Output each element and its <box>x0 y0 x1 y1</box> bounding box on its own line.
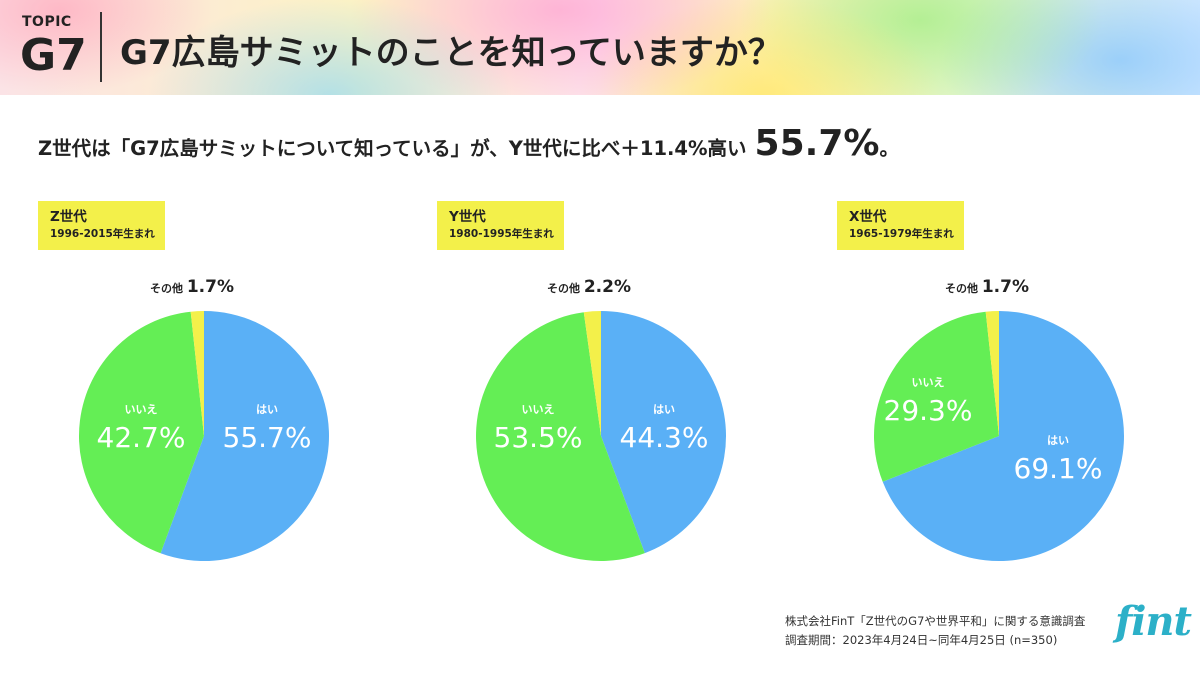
headline-highlight: 55.7% <box>754 123 880 164</box>
source-note: 株式会社FinT「Z世代のG7や世界平和」に関する意識調査 調査期間：2023年… <box>785 612 1085 650</box>
headline-tail: 。 <box>879 137 899 160</box>
pie-slice-other <box>985 311 999 436</box>
fint-logo: fint <box>1115 598 1192 645</box>
headline-text: Z世代は「G7広島サミットについて知っている」が、Y世代に比べ＋11.4%高い <box>38 137 747 160</box>
pie-slice-yes <box>601 311 727 554</box>
pie-label-other: その他 1.7% <box>945 277 1029 297</box>
pie-slice-no <box>874 311 999 482</box>
pie-label-yes: はい <box>256 403 278 416</box>
page-title: G7広島サミットのことを知っていますか？ <box>120 33 782 73</box>
header-divider <box>100 12 102 82</box>
pie-slice-no <box>476 312 645 561</box>
header-banner: TOPIC G7 G7広島サミットのことを知っていますか？ <box>0 0 1200 95</box>
pie-label-yes: はい <box>1047 434 1069 447</box>
generation-label-x: X世代 1965-1979年生まれ <box>837 201 964 250</box>
pie-slice-no <box>78 311 204 554</box>
pie-value-yes: 44.3% <box>620 421 709 454</box>
headline: Z世代は「G7広島サミットについて知っている」が、Y世代に比べ＋11.4%高い 5… <box>38 123 899 164</box>
generation-range: 1965-1979年生まれ <box>849 228 954 240</box>
source-text: 株式会社FinT「Z世代のG7や世界平和」に関する意識調査 <box>785 614 1086 628</box>
pie-slice-yes <box>882 311 1125 561</box>
pie-label-no: いいえ <box>522 403 555 416</box>
topic-label: TOPIC <box>22 14 72 30</box>
pie-label-other: その他 2.2% <box>547 277 631 297</box>
pie-value-yes: 69.1% <box>1014 452 1103 485</box>
generation-range: 1980-1995年生まれ <box>449 228 554 240</box>
topic-name: G7 <box>20 30 87 81</box>
pie-value-yes: 55.7% <box>223 421 312 454</box>
generation-name: X世代 <box>849 209 887 225</box>
pie-value-no: 42.7% <box>97 421 186 454</box>
pie-label-yes: はい <box>653 403 675 416</box>
pie-slice-yes <box>160 311 330 562</box>
pie-label-no: いいえ <box>125 403 158 416</box>
pie-value-no: 53.5% <box>494 421 583 454</box>
pie-slice-other <box>583 311 601 436</box>
pie-label-other: その他 1.7% <box>150 277 234 297</box>
generation-range: 1996-2015年生まれ <box>50 228 155 240</box>
generation-name: Z世代 <box>50 209 87 225</box>
pie-value-no: 29.3% <box>884 394 973 427</box>
generation-label-z: Z世代 1996-2015年生まれ <box>38 201 165 250</box>
generation-name: Y世代 <box>449 209 486 225</box>
survey-period: 調査期間：2023年4月24日~同年4月25日 (n=350) <box>785 633 1058 647</box>
pie-slice-other <box>190 311 204 436</box>
pie-label-no: いいえ <box>912 376 945 389</box>
generation-label-y: Y世代 1980-1995年生まれ <box>437 201 564 250</box>
